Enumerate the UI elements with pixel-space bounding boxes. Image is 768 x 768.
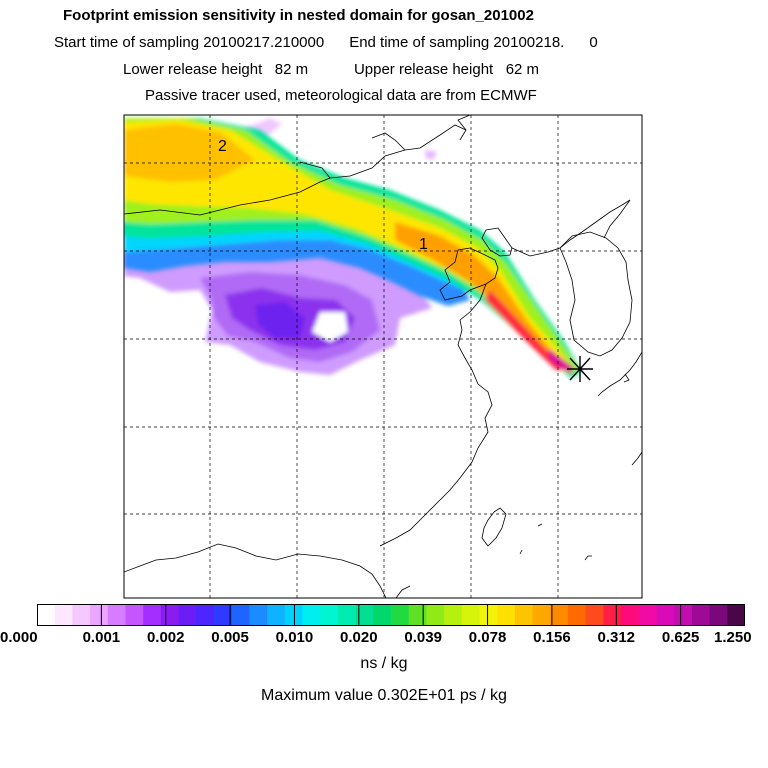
colorbar-segment — [532, 604, 551, 626]
colorbar-segment — [514, 604, 534, 626]
colorbar-segment — [727, 604, 745, 626]
colorbar-segment — [249, 604, 268, 626]
colorbar-tick-label: 1.250 — [714, 629, 752, 646]
colorbar-segment — [231, 604, 250, 626]
colorbar-segment — [550, 604, 569, 626]
colorbar-segment — [337, 604, 357, 626]
colorbar-segment — [284, 604, 303, 626]
colorbar-segment — [585, 604, 604, 626]
receptor-star-marker — [567, 356, 593, 382]
colorbar-segment — [461, 604, 480, 626]
colorbar-segment — [638, 604, 657, 626]
colorbar-segment — [214, 604, 233, 626]
plot-title: Footprint emission sensitivity in nested… — [63, 7, 534, 24]
colorbar-segment — [603, 604, 622, 626]
colorbar-segment — [125, 604, 144, 626]
colorbar-segment — [143, 604, 162, 626]
colorbar-segment — [178, 604, 197, 626]
colorbar-segment — [373, 604, 392, 626]
colorbar-segment — [656, 604, 675, 626]
colorbar-unit: ns / kg — [360, 655, 408, 672]
colorbar-segment — [479, 604, 498, 626]
colorbar-segment — [674, 604, 693, 626]
colorbar-tick-label: 0.010 — [275, 629, 314, 646]
colorbar-segment — [160, 604, 180, 626]
release-height-text: Lower release height 82 m Upper release … — [123, 61, 540, 78]
colorbar-segment — [709, 604, 728, 626]
colorbar-segment — [691, 604, 711, 626]
colorbar-segment — [37, 604, 56, 626]
tracer-info-text: Passive tracer used, meteorological data… — [145, 87, 537, 104]
colorbar-segment — [54, 604, 73, 626]
colorbar-segment — [426, 604, 445, 626]
colorbar-tick-label: 0.039 — [404, 629, 442, 646]
colorbar-segment — [408, 604, 427, 626]
colorbar-tick-label: 0.156 — [533, 629, 571, 646]
colorbar-border — [37, 604, 745, 626]
colorbar-segment — [391, 604, 410, 626]
colorbar-tick-label: 0.005 — [211, 629, 249, 646]
colorbar-segment — [107, 604, 126, 626]
colorbar — [37, 604, 745, 626]
colorbar-segment — [568, 604, 587, 626]
sensitivity-plume — [124, 118, 582, 378]
colorbar-tick-label: 0.000 — [0, 629, 38, 646]
plume-label-1: 1 — [419, 236, 428, 253]
colorbar-segment — [444, 604, 463, 626]
colorbar-tick-label: 0.002 — [146, 629, 185, 646]
colorbar-tick-label: 0.001 — [82, 629, 121, 646]
colorbar-segment — [320, 604, 339, 626]
colorbar-tick-label: 0.312 — [597, 629, 636, 646]
sampling-time-text: Start time of sampling 20100217.210000 E… — [54, 34, 598, 51]
colorbar-segment — [267, 604, 286, 626]
colorbar-segment — [302, 604, 321, 626]
plume-label-2: 2 — [218, 138, 227, 155]
colorbar-tick-label: 0.020 — [340, 629, 378, 646]
colorbar-segment — [90, 604, 109, 626]
colorbar-segment — [497, 604, 516, 626]
colorbar-segment — [621, 604, 640, 626]
colorbar-segment — [355, 604, 374, 626]
lat-lon-grid — [124, 115, 642, 598]
colorbar-tick-label: 0.078 — [468, 629, 507, 646]
coastlines — [124, 115, 642, 598]
map-frame — [123, 114, 643, 599]
maximum-value-text: Maximum value 0.302E+01 ps / kg — [261, 687, 507, 704]
colorbar-tick-label: 0.625 — [661, 629, 700, 646]
colorbar-segment — [196, 604, 215, 626]
colorbar-segment — [72, 604, 91, 626]
